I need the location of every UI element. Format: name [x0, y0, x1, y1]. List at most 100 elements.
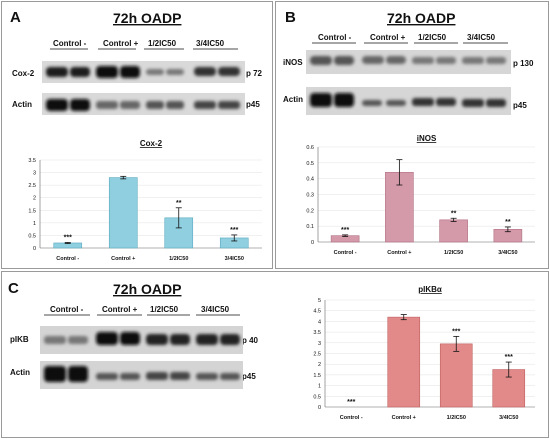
blot-row-label-actin: Actin — [12, 100, 32, 109]
y-tick-label: 0.1 — [306, 224, 314, 230]
significance-label: *** — [347, 399, 355, 406]
panel-b-title: 72h OADP — [387, 10, 455, 26]
panel-c-letter: C — [8, 280, 19, 297]
y-tick-label: 3 — [318, 341, 321, 347]
bar — [387, 316, 421, 408]
panel-c-frame — [1, 271, 549, 438]
y-tick-label: 3 — [33, 171, 36, 177]
lane-label: Control - — [318, 33, 352, 42]
y-tick-label: 0.5 — [306, 161, 314, 167]
significance-label: *** — [341, 227, 349, 234]
pikb-bar-chart: pIKBα 0 0.5 1 1.5 2 2.5 3 3.5 4 4.5 5 *** Control - Co… — [313, 285, 535, 421]
y-tick-label: 3.5 — [313, 330, 321, 336]
x-tick-label: 1/2IC50 — [444, 250, 463, 256]
lane-label: Control + — [370, 33, 406, 42]
lane-label: 3/4IC50 — [196, 39, 225, 48]
y-tick-label: 0 — [318, 405, 321, 411]
chart-title: Cox-2 — [140, 139, 163, 148]
y-tick-label: 0.4 — [306, 177, 314, 183]
blot-row-label-pikb: pIKB — [10, 335, 29, 344]
significance-label: *** — [505, 354, 513, 361]
significance-label: *** — [230, 227, 238, 234]
lane-label: Control + — [102, 305, 138, 314]
y-tick-label: 2 — [318, 362, 321, 368]
x-tick-label: Control + — [387, 250, 411, 256]
x-tick-label: Control - — [340, 415, 363, 421]
bar — [439, 219, 468, 243]
panel-b-letter: B — [285, 9, 296, 26]
blot-size-label: p45 — [513, 101, 527, 110]
panel-c-title: 72h OADP — [113, 281, 181, 297]
y-tick-label: 0.5 — [313, 394, 321, 400]
x-tick-label: Control - — [334, 250, 357, 256]
lane-label: Control - — [53, 39, 87, 48]
y-tick-label: 4.5 — [313, 309, 321, 315]
y-tick-label: 0.3 — [306, 193, 314, 199]
y-tick-label: 5 — [318, 298, 321, 304]
blot-row-label-actin: Actin — [283, 95, 303, 104]
x-tick-label: Control + — [111, 256, 135, 262]
panel-a-lane-labels: Control - Control + 1/2IC50 3/4IC50 — [50, 39, 238, 50]
blot-size-label: p 40 — [242, 336, 259, 345]
lane-label: 1/2IC50 — [150, 305, 179, 314]
blot-size-label: p 130 — [513, 59, 534, 68]
x-tick-label: Control - — [56, 256, 79, 262]
y-tick-label: 0 — [311, 240, 314, 246]
significance-label: *** — [64, 234, 72, 241]
blot-a-cox2 — [42, 61, 245, 83]
y-tick-label: 1.5 — [313, 373, 321, 379]
y-tick-label: 2.5 — [313, 352, 321, 358]
lane-label: 3/4IC50 — [201, 305, 230, 314]
y-tick-label: 0.2 — [306, 208, 314, 214]
blot-size-label: p45 — [246, 100, 260, 109]
panel-a-frame — [1, 1, 273, 269]
lane-label: 1/2IC50 — [148, 39, 177, 48]
y-tick-label: 0 — [33, 246, 36, 252]
blot-c-pikb — [40, 326, 243, 354]
lane-label: Control + — [103, 39, 139, 48]
x-tick-label: 3/4IC50 — [499, 415, 518, 421]
y-tick-label: 1.5 — [28, 208, 36, 214]
blot-b-actin — [306, 87, 511, 115]
blot-row-label-cox2: Cox-2 — [12, 69, 35, 78]
y-tick-label: 0.6 — [306, 145, 314, 151]
panel-a-letter: A — [10, 9, 21, 26]
significance-label: ** — [505, 219, 511, 226]
cox2-bar-chart: Cox-2 0 0.5 1 1.5 2 2.5 3 3.5 *** Control - Control… — [28, 139, 262, 262]
bar — [108, 177, 138, 249]
panel-b-frame — [275, 1, 549, 269]
blot-row-label-actin: Actin — [10, 368, 30, 377]
panel-a-title: 72h OADP — [113, 10, 181, 26]
bar — [439, 343, 473, 408]
inos-bar-chart: iNOS 0 0.1 0.2 0.3 0.4 0.5 0.6 *** Control - Contr… — [306, 134, 535, 256]
y-tick-label: 2 — [33, 196, 36, 202]
y-tick-label: 4 — [318, 319, 321, 325]
blot-size-label: p45 — [242, 372, 256, 381]
panel-b-lane-labels: Control - Control + 1/2IC50 3/4IC50 — [312, 33, 508, 44]
chart-title: iNOS — [417, 134, 437, 143]
significance-label: ** — [451, 210, 457, 217]
lane-label: 1/2IC50 — [418, 33, 447, 42]
y-tick-label: 0.5 — [28, 233, 36, 239]
significance-label: *** — [452, 328, 460, 335]
x-tick-label: Control + — [392, 415, 416, 421]
y-tick-label: 2.5 — [28, 183, 36, 189]
y-tick-label: 3.5 — [28, 158, 36, 164]
lane-label: 3/4IC50 — [467, 33, 496, 42]
panel-c-lane-labels: Control - Control + 1/2IC50 3/4IC50 — [44, 305, 240, 316]
y-tick-label: 1 — [318, 384, 321, 390]
x-tick-label: 1/2IC50 — [447, 415, 466, 421]
blot-c-actin — [40, 361, 243, 389]
blot-size-label: p 72 — [246, 69, 263, 78]
x-tick-label: 3/4IC50 — [498, 250, 517, 256]
x-tick-label: 1/2IC50 — [169, 256, 188, 262]
blot-a-actin — [42, 93, 245, 115]
blot-b-inos — [306, 50, 511, 74]
y-tick-label: 1 — [33, 221, 36, 227]
lane-label: Control - — [50, 305, 84, 314]
chart-title: pIKBα — [418, 285, 442, 294]
x-tick-label: 3/4IC50 — [225, 256, 244, 262]
blot-row-label-inos: iNOS — [283, 58, 303, 67]
significance-label: ** — [176, 200, 182, 207]
